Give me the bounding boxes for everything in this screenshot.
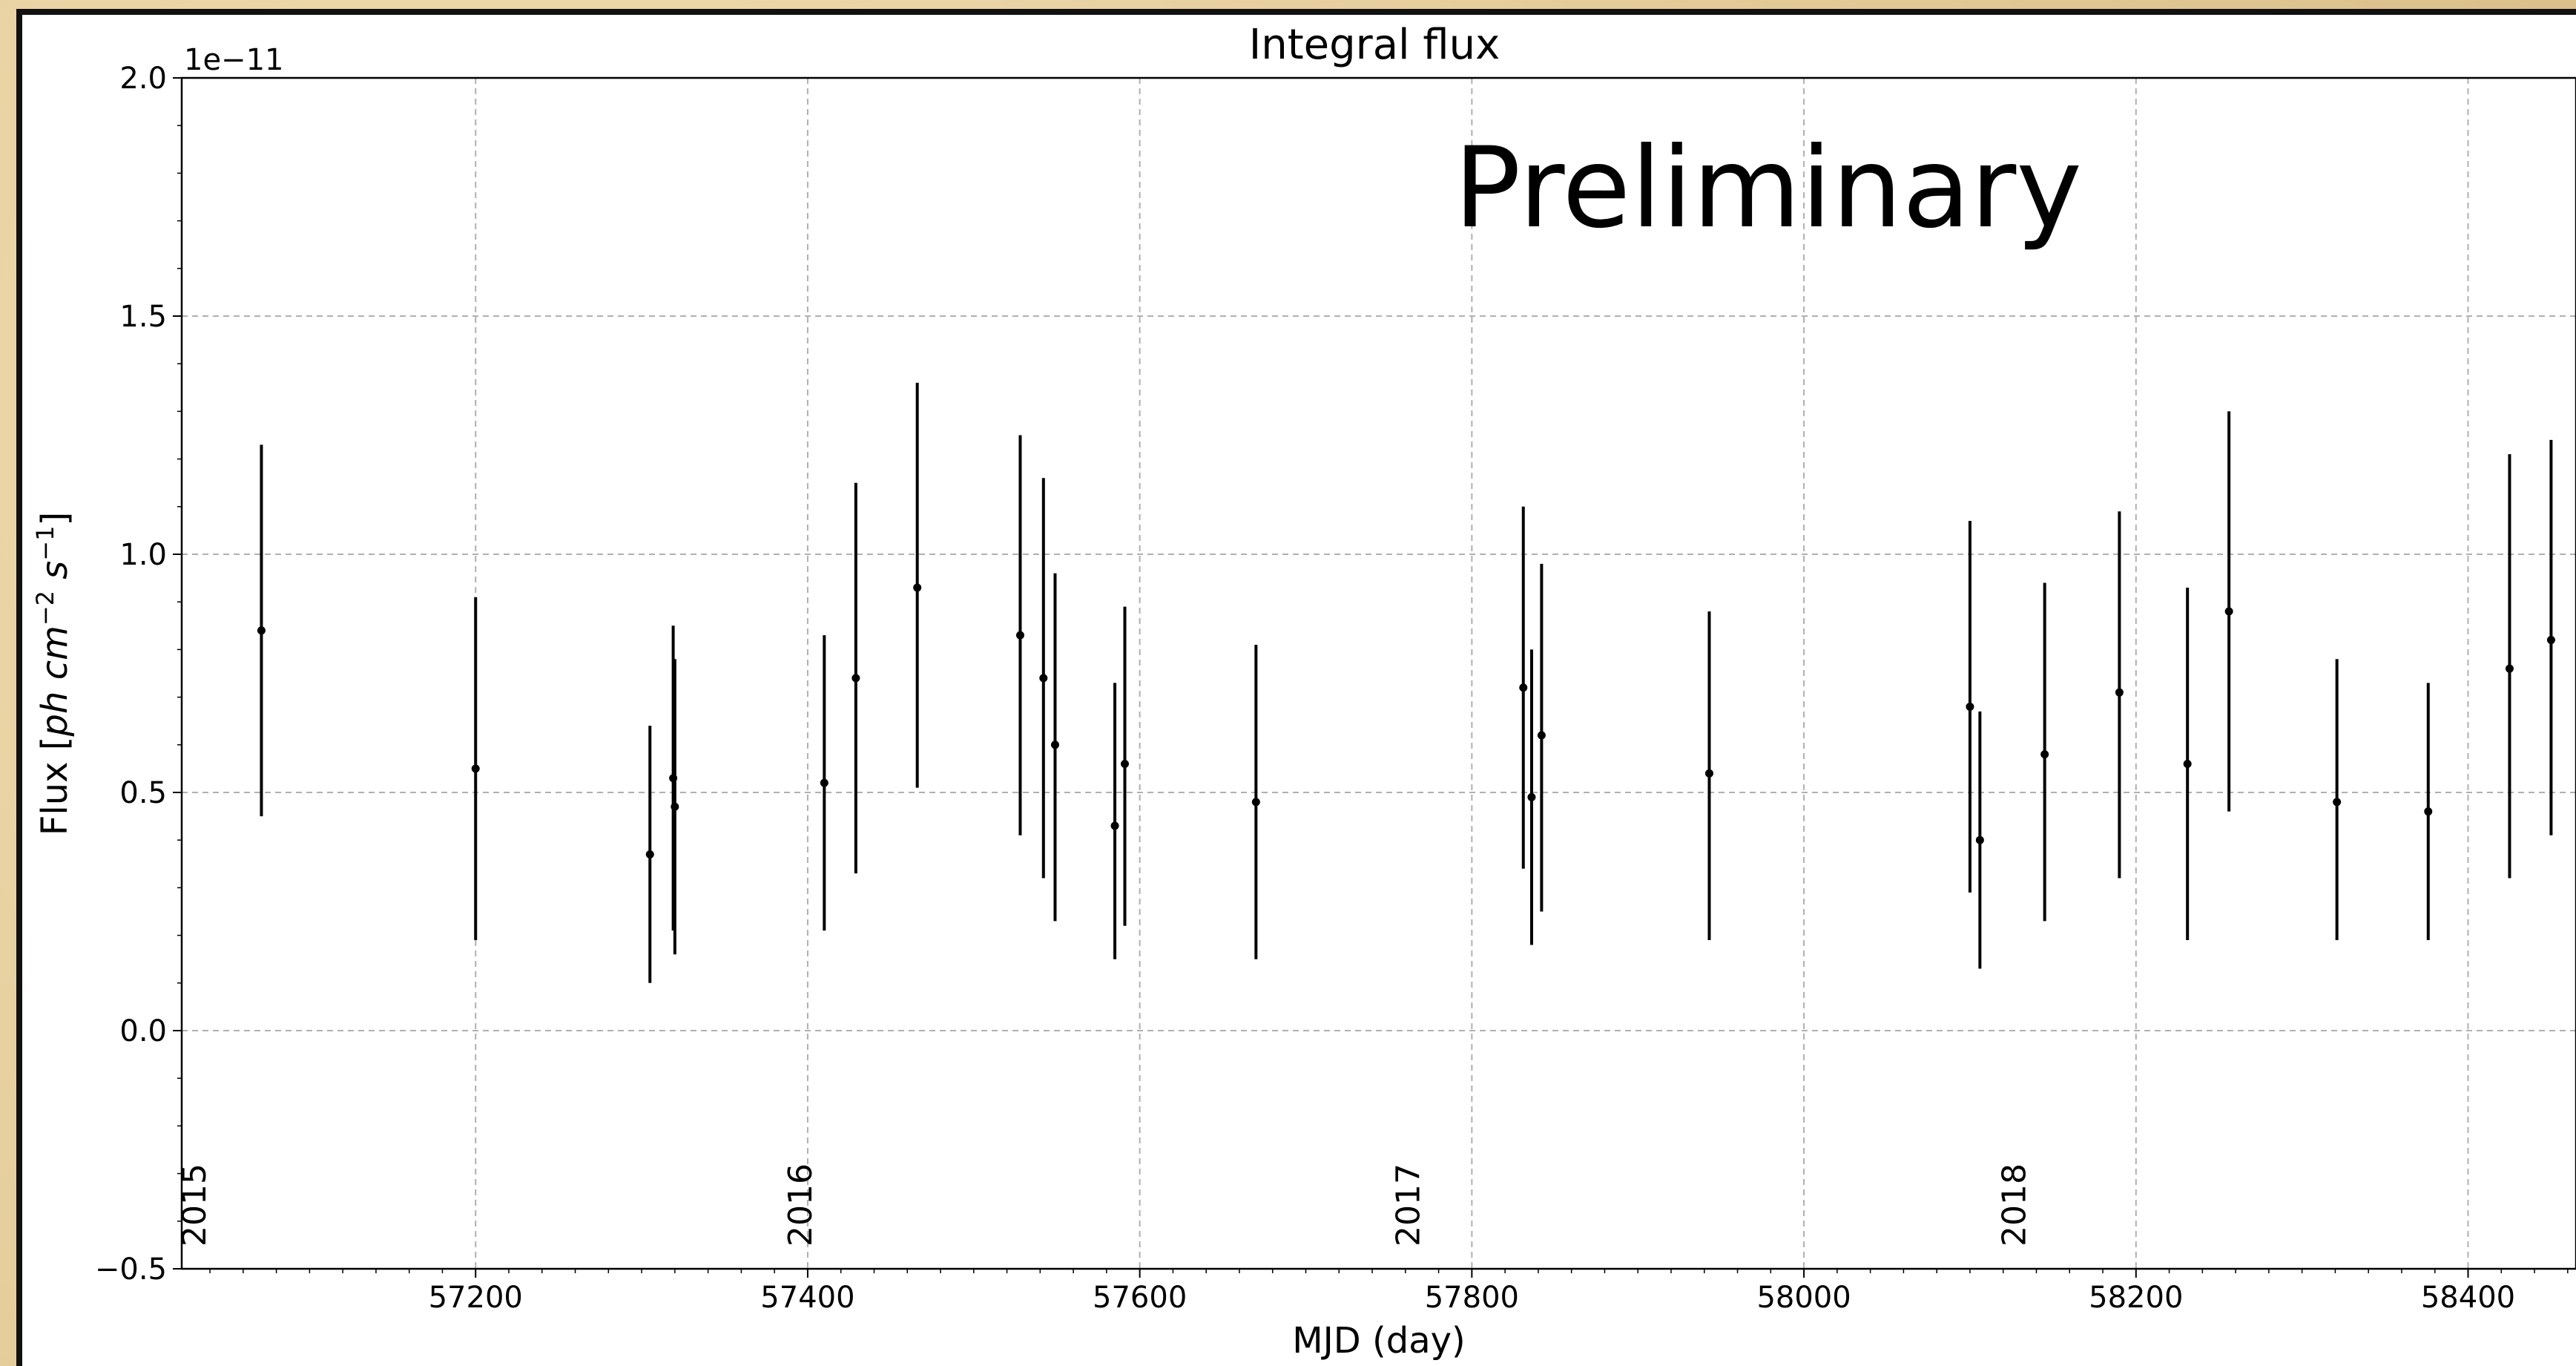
data-point [1704,769,1713,778]
plot-area-border [180,76,2576,1270]
data-point [2424,807,2433,816]
data-point [2224,607,2233,616]
grid-layer [182,77,2576,1270]
x-tick-label: 57400 [760,1281,854,1315]
data-point [2333,798,2342,807]
data-point [913,583,922,592]
data-point [257,626,266,635]
data-point [851,674,860,683]
year-label: 2016 [782,1163,820,1247]
data-points [257,382,2555,983]
y-axis-label-ph: ph [34,692,76,738]
y-tick-label: 0.0 [119,1014,167,1048]
y-axis-label-s: s [34,561,76,579]
data-point [1519,683,1528,692]
y-tick-label: 0.5 [119,776,167,810]
y-offset-text: 1e−11 [184,43,283,77]
data-point [1050,741,1059,749]
x-tick-label: 58200 [2089,1281,2183,1315]
year-label: 2018 [1995,1163,2033,1247]
data-point [1121,759,1130,768]
data-point [1966,702,1974,711]
year-markers: 2015 2016 2017 2018 [176,1163,2033,1247]
data-point [820,778,829,787]
data-point [1039,674,1048,683]
y-axis-label-post: ] [34,512,76,526]
y-tick-label: −0.5 [95,1252,167,1287]
y-axis-label-cm: cm [34,625,76,680]
data-point [2505,664,2514,673]
x-tick-label: 57600 [1093,1281,1187,1315]
plot-frame: Integral flux Preliminary 1e−11 57200 574… [16,9,2576,1366]
x-tick-label: 58400 [2421,1281,2515,1315]
data-point [471,764,480,773]
y-axis-label: Flux [ph cm−2 s−1] [31,512,76,835]
data-point [1975,835,1984,844]
data-point [1537,731,1546,740]
flux-chart: Integral flux Preliminary 1e−11 57200 574… [31,21,2576,1362]
y-axis-label-s-exp: −1 [31,526,59,561]
y-tick-label: 2.0 [119,62,167,96]
x-tick-label: 58000 [1756,1281,1851,1315]
x-tick-label: 57800 [1425,1281,1519,1315]
data-point [671,802,679,811]
data-point [1110,821,1119,830]
data-point [645,850,654,858]
y-tick-label: 1.0 [119,538,167,572]
y-axis-label-cm-exp: −2 [31,591,59,625]
data-point [1251,798,1260,807]
data-point [2183,759,2192,768]
y-tick-label: 1.5 [119,300,167,334]
chart-title: Integral flux [1249,21,1501,69]
y-axis-label-pre: Flux [ [34,736,76,835]
data-point [2040,750,2049,759]
data-point [2546,636,2555,645]
data-point [2115,688,2124,697]
ticks-layer: 57200 57400 57600 57800 58000 58200 58400 −0.5 0… [95,62,2569,1315]
data-point [1527,792,1536,801]
x-axis-label: MJD (day) [1292,1320,1466,1362]
year-label: 2017 [1389,1163,1427,1247]
data-point [1015,631,1024,640]
x-tick-label: 57200 [429,1281,523,1315]
preliminary-watermark: Preliminary [1454,124,2082,253]
